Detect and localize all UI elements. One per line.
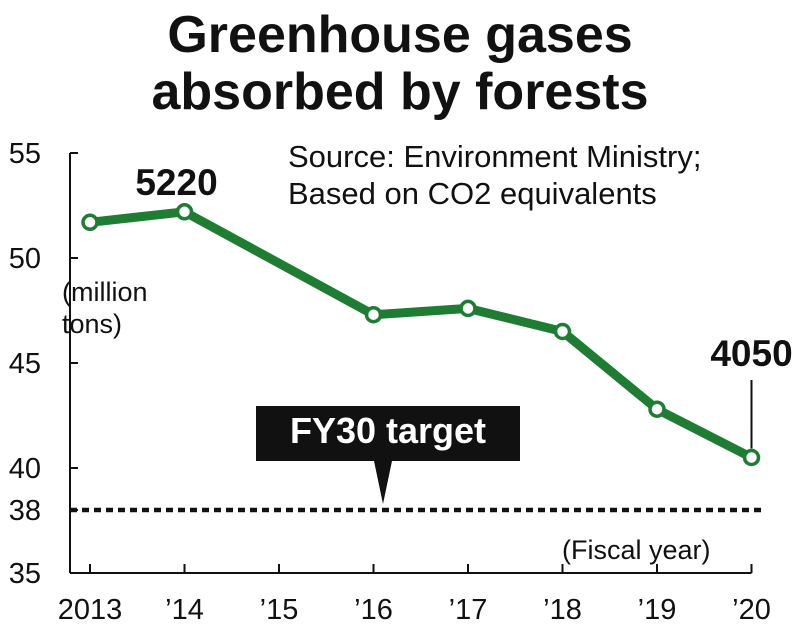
y-tick-label: 55 (9, 138, 41, 170)
data-point (648, 400, 666, 418)
y-tick-label: 45 (9, 348, 41, 380)
y-tick-label: 40 (9, 453, 41, 485)
y-tick-label: 38 (9, 495, 41, 527)
y-axis-unit-label: (million tons) (62, 277, 148, 339)
target-callout: FY30 target (256, 406, 520, 504)
x-tick-label: ’19 (638, 594, 677, 626)
y-tick-label: 50 (9, 243, 41, 275)
data-point (364, 305, 383, 324)
data-point (175, 203, 194, 221)
y-unit-line-1: (million (62, 277, 148, 307)
data-point (742, 448, 761, 467)
x-tick-label: ’14 (165, 594, 204, 626)
source-note: Source: Environment Ministry; Based on C… (288, 139, 701, 211)
data-label-start: 5220 (135, 162, 217, 203)
source-line-2: Based on CO2 equivalents (288, 176, 657, 211)
y-tick-label: 35 (9, 558, 41, 590)
y-unit-line-2: tons) (62, 309, 122, 339)
source-line-1: Source: Environment Ministry; (288, 139, 701, 174)
title-line-1: Greenhouse gases (167, 6, 632, 64)
plot-area: 35 38 40 45 50 55 2013 ’14 ’15 ’16 ’17 ’18 ’19 ’20 FY3… (9, 138, 793, 626)
x-tick-label: ’17 (449, 594, 488, 626)
x-tick-label: ’18 (543, 594, 582, 626)
target-label: FY30 target (290, 410, 486, 451)
title-line-2: absorbed by forests (151, 63, 648, 121)
chart-title: Greenhouse gases absorbed by forests (151, 6, 648, 121)
x-tick-label: ’16 (354, 594, 393, 626)
data-point (459, 299, 477, 318)
data-point (553, 322, 572, 341)
x-tick-label: ’15 (260, 594, 299, 626)
x-tick-label: 2013 (58, 594, 123, 626)
target-callout-box (256, 406, 520, 504)
x-tick-label: ’20 (732, 594, 771, 626)
data-point (81, 213, 99, 232)
x-axis-label: (Fiscal year) (562, 535, 711, 565)
data-label-end: 4050 (710, 333, 792, 374)
